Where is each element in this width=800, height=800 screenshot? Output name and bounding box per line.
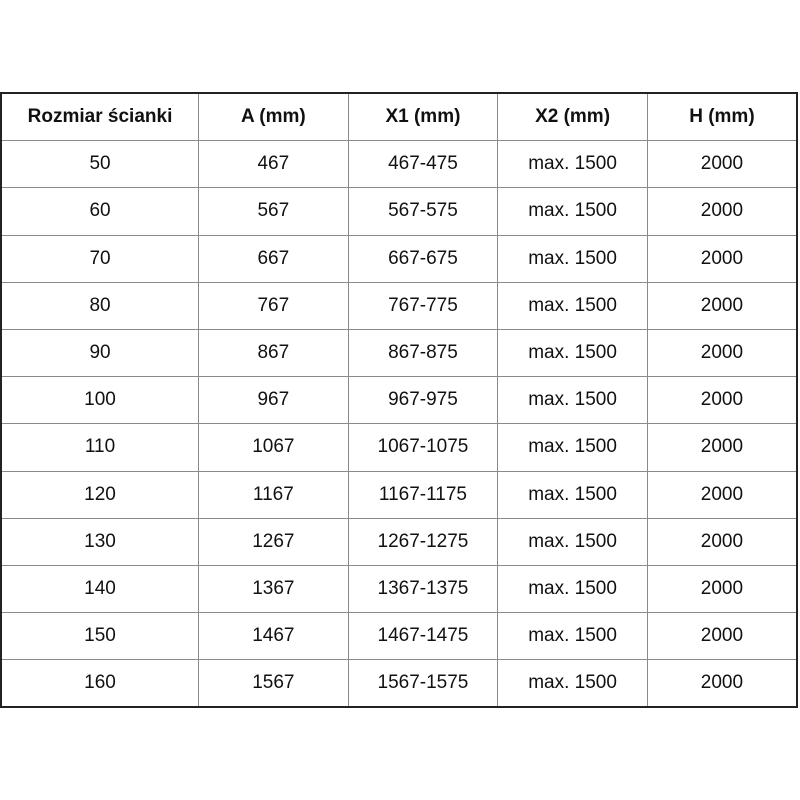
table-cell: 2000 (646, 564, 798, 614)
table-cell: 1167-1175 (347, 470, 499, 519)
table-cell: 160 (0, 659, 200, 708)
table-row: 70 667 667-675 max. 1500 2000 (0, 234, 798, 283)
table-cell: 70 (0, 234, 200, 283)
table-cell: max. 1500 (497, 376, 648, 425)
column-header: X1 (mm) (347, 92, 499, 142)
table-cell: 967 (198, 376, 349, 425)
table-cell: 1267 (198, 517, 349, 566)
table-cell: 467-475 (347, 140, 499, 189)
table-cell: max. 1500 (497, 187, 648, 236)
table-cell: max. 1500 (497, 517, 648, 566)
table-cell: 667 (198, 234, 349, 283)
table-cell: 1567-1575 (347, 659, 499, 708)
table-cell: 80 (0, 281, 200, 330)
table-cell: 100 (0, 376, 200, 425)
table-cell: max. 1500 (497, 612, 648, 661)
table-cell: 2000 (646, 328, 798, 378)
table-cell: 60 (0, 187, 200, 236)
table-cell: 1467 (198, 612, 349, 661)
table-cell: max. 1500 (497, 328, 648, 378)
table-cell: 1067 (198, 423, 349, 472)
table-cell: 120 (0, 470, 200, 519)
table-cell: 2000 (646, 423, 798, 472)
table-cell: 2000 (646, 470, 798, 519)
dimensions-table: Rozmiar ścianki A (mm) X1 (mm) X2 (mm) H (mm… (0, 92, 798, 709)
table-cell: 767-775 (347, 281, 499, 330)
table-cell: 110 (0, 423, 200, 472)
table-cell: max. 1500 (497, 423, 648, 472)
table-cell: 150 (0, 612, 200, 661)
column-header: Rozmiar ścianki (0, 92, 200, 142)
table-cell: 867-875 (347, 328, 499, 378)
table-cell: 1167 (198, 470, 349, 519)
table-cell: 1367 (198, 564, 349, 614)
table-cell: max. 1500 (497, 234, 648, 283)
table-cell: max. 1500 (497, 470, 648, 519)
table-cell: 867 (198, 328, 349, 378)
table-cell: 140 (0, 564, 200, 614)
table-cell: 567 (198, 187, 349, 236)
table-cell: 50 (0, 140, 200, 189)
table-row: 60 567 567-575 max. 1500 2000 (0, 187, 798, 236)
table-row: 100 967 967-975 max. 1500 2000 (0, 376, 798, 425)
table-cell: max. 1500 (497, 281, 648, 330)
table-cell: 2000 (646, 281, 798, 330)
table-cell: 2000 (646, 234, 798, 283)
table-cell: 1567 (198, 659, 349, 708)
table-header-row: Rozmiar ścianki A (mm) X1 (mm) X2 (mm) H (mm… (0, 92, 798, 142)
table-row: 140 1367 1367-1375 max. 1500 2000 (0, 564, 798, 614)
table-row: 160 1567 1567-1575 max. 1500 2000 (0, 659, 798, 708)
table-row: 80 767 767-775 max. 1500 2000 (0, 281, 798, 330)
table-cell: 2000 (646, 376, 798, 425)
column-header: X2 (mm) (497, 92, 648, 142)
table-row: 50 467 467-475 max. 1500 2000 (0, 140, 798, 189)
table-cell: max. 1500 (497, 659, 648, 708)
table-cell: 967-975 (347, 376, 499, 425)
table-cell: max. 1500 (497, 140, 648, 189)
column-header: H (mm) (646, 92, 798, 142)
table-cell: 667-675 (347, 234, 499, 283)
table-cell: 1067-1075 (347, 423, 499, 472)
table-cell: 90 (0, 328, 200, 378)
table-cell: 767 (198, 281, 349, 330)
table-cell: 2000 (646, 517, 798, 566)
table-cell: 130 (0, 517, 200, 566)
table-cell: 467 (198, 140, 349, 189)
table-cell: 1467-1475 (347, 612, 499, 661)
table-row: 120 1167 1167-1175 max. 1500 2000 (0, 470, 798, 519)
table-cell: max. 1500 (497, 564, 648, 614)
table-row: 130 1267 1267-1275 max. 1500 2000 (0, 517, 798, 566)
table-cell: 1267-1275 (347, 517, 499, 566)
table-cell: 2000 (646, 187, 798, 236)
table-row: 90 867 867-875 max. 1500 2000 (0, 328, 798, 378)
column-header: A (mm) (198, 92, 349, 142)
table-cell: 1367-1375 (347, 564, 499, 614)
table-cell: 2000 (646, 659, 798, 708)
table-cell: 2000 (646, 140, 798, 189)
table-row: 110 1067 1067-1075 max. 1500 2000 (0, 423, 798, 472)
table-row: 150 1467 1467-1475 max. 1500 2000 (0, 612, 798, 661)
table-cell: 567-575 (347, 187, 499, 236)
table-cell: 2000 (646, 612, 798, 661)
